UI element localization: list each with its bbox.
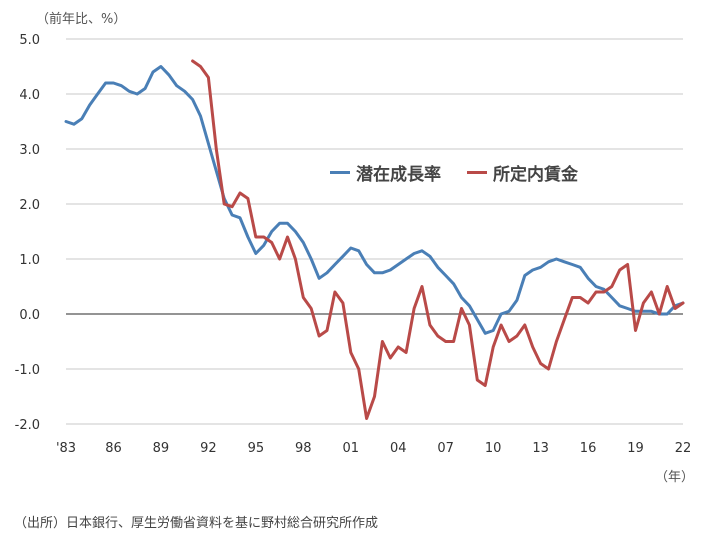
x-tick-label: 04 [390,441,407,456]
legend-item-scheduled-wages: 所定内賃金 [467,160,578,185]
y-tick-label: 4.0 [19,88,40,103]
y-tick-label: 2.0 [19,198,40,213]
legend-swatch-potential-growth [330,171,350,174]
legend-label-potential-growth: 潜在成長率 [356,165,441,185]
y-tick-label: 0.0 [19,308,40,323]
gridlines [66,38,683,425]
series-line-potential-growth [64,65,685,335]
x-tick-label: 92 [200,441,217,456]
y-tick-label: -1.0 [15,363,40,378]
x-tick-label: 89 [153,441,170,456]
y-axis-ticks: 5.0 4.0 3.0 2.0 1.0 0.0 -1.0 -2.0 [15,33,40,433]
y-tick-label: 1.0 [19,253,40,268]
source-note: （出所）日本銀行、厚生労働省資料を基に野村総合研究所作成 [14,516,379,531]
x-unit-label: （年） [655,470,695,485]
legend-swatch-scheduled-wages [467,171,487,174]
x-tick-label: 95 [248,441,265,456]
legend-label-scheduled-wages: 所定内賃金 [493,165,578,185]
series-lines [64,59,685,420]
y-tick-label: 5.0 [19,33,40,48]
x-tick-label: 10 [485,441,502,456]
x-axis-ticks: '83 86 89 92 95 98 01 04 07 10 13 16 19 22 [56,441,691,456]
y-tick-label: 3.0 [19,143,40,158]
x-tick-label: 01 [342,441,359,456]
x-tick-label: 22 [675,441,692,456]
y-unit-label: （前年比、%） [36,12,127,27]
legend-item-potential-growth: 潜在成長率 [330,160,441,185]
x-tick-label: 16 [580,441,597,456]
x-tick-label: 98 [295,441,312,456]
x-tick-label: 19 [627,441,644,456]
legend: 潜在成長率 所定内賃金 [330,160,604,185]
y-tick-label: -2.0 [15,418,40,433]
x-tick-label: 86 [105,441,122,456]
series-line-scheduled-wages [191,59,685,420]
x-tick-label: 07 [437,441,454,456]
x-tick-label: 13 [532,441,549,456]
x-tick-label: '83 [56,441,76,456]
